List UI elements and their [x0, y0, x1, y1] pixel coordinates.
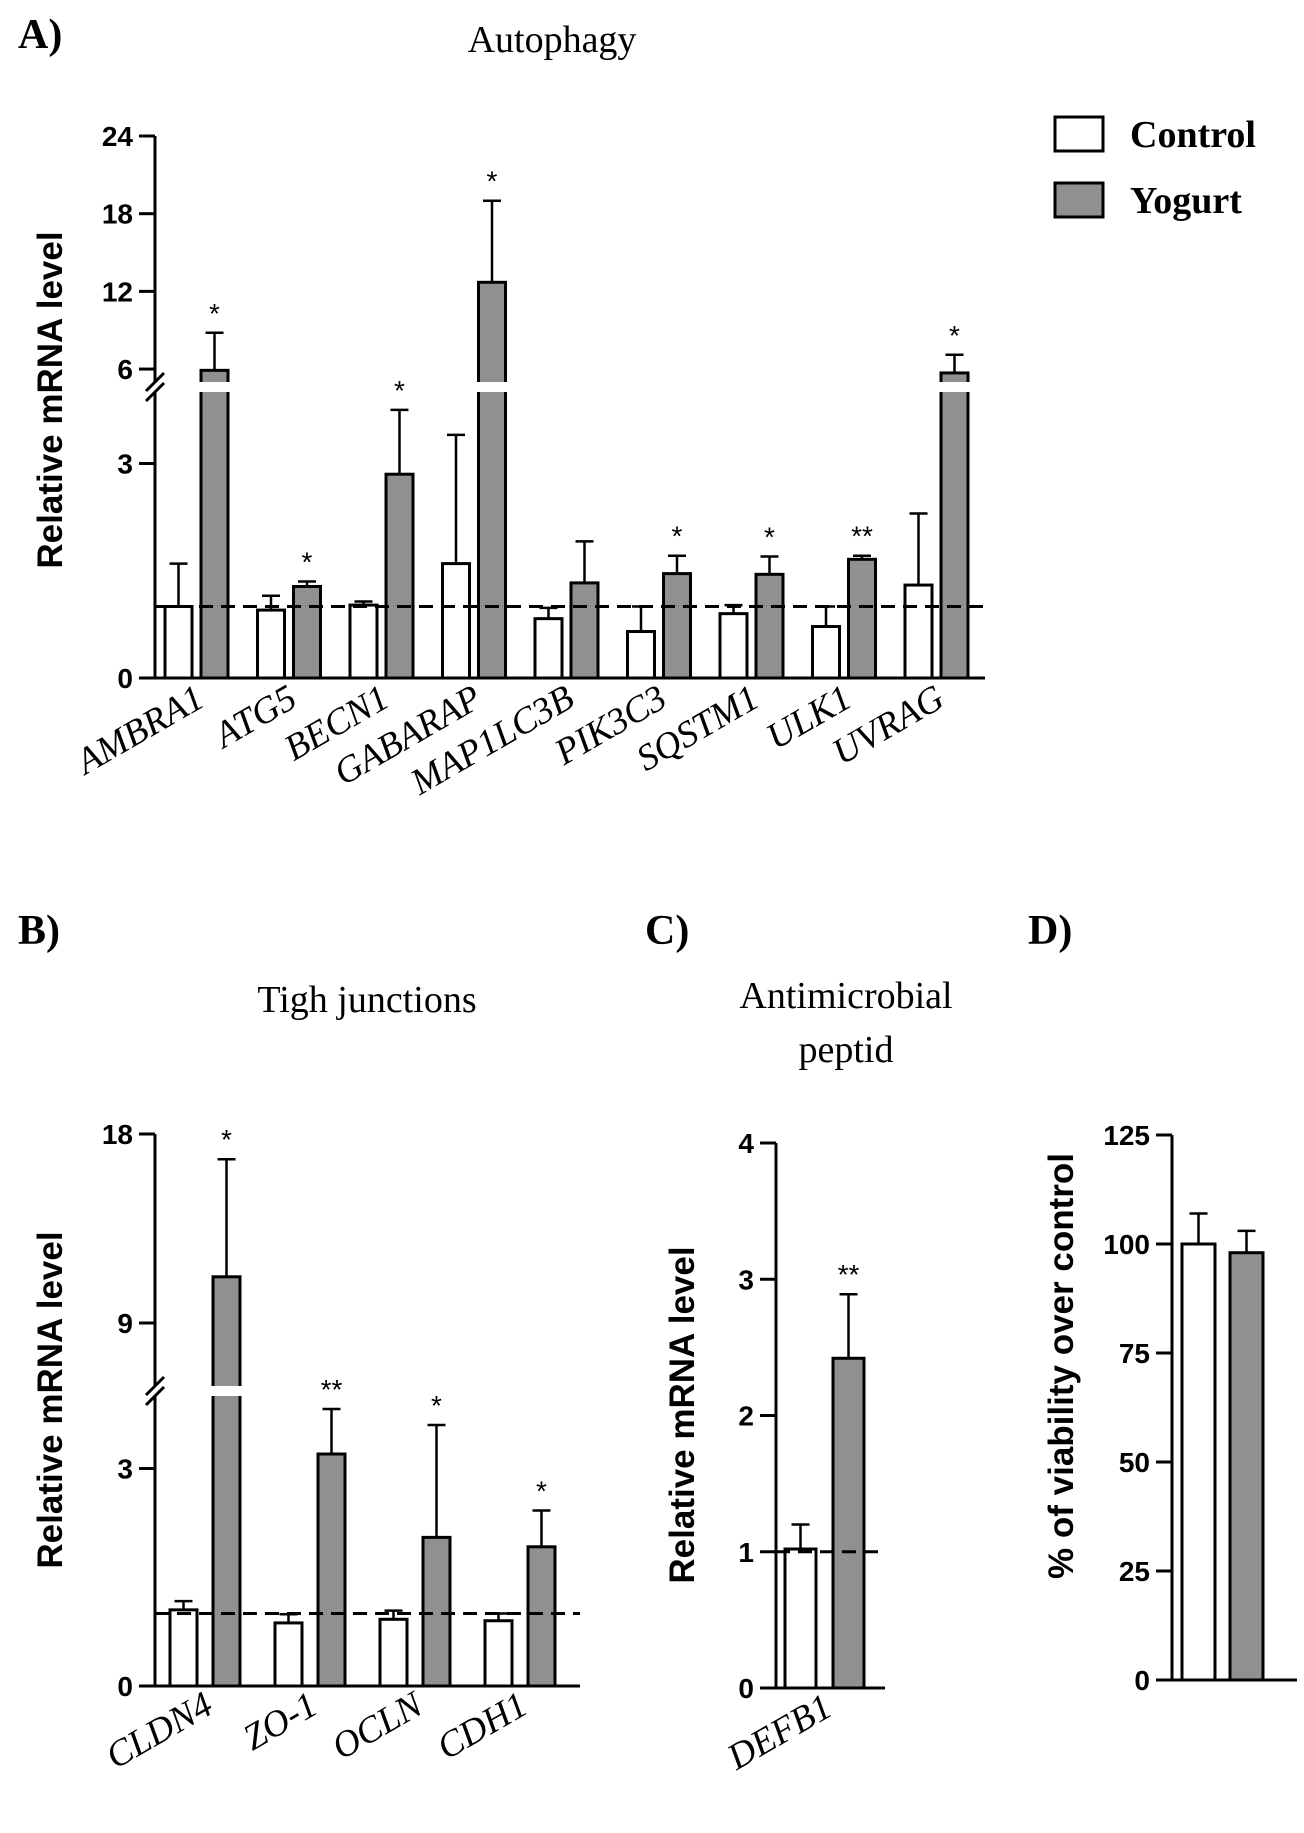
- panel-d-ytick-label: 125: [1103, 1120, 1150, 1151]
- panel-b-bar-control: [378, 1617, 409, 1688]
- panel-a-bar-control: [811, 625, 841, 680]
- legend-swatch-yogurt: [1053, 181, 1105, 219]
- panel-b-bar-control: [483, 1619, 514, 1688]
- panel-b-bar-yogurt: [316, 1452, 347, 1688]
- panel-a-bar-yogurt: [847, 557, 877, 680]
- panel-c-title-line1: Antimicrobial: [739, 975, 952, 1017]
- legend: Control Yogurt: [1053, 114, 1256, 222]
- panel-c-ytick-label: 2: [738, 1401, 754, 1432]
- panel-b-ytick-label: 0: [117, 1671, 133, 1702]
- panel-a-bar-break-gap: [938, 382, 971, 392]
- panel-a-bar-break-gap: [475, 382, 509, 392]
- panel-d-ytick-label: 75: [1119, 1338, 1150, 1369]
- panel-a-bar-yogurt: [292, 584, 322, 680]
- panel-a-title: Autophagy: [468, 19, 637, 61]
- panel-a-break-mark-lower: [144, 381, 166, 403]
- panel-a-bar-break-gap: [198, 382, 231, 392]
- panel-b-bar-yogurt: [526, 1545, 557, 1688]
- panel-d-ytick-label: 25: [1119, 1556, 1150, 1587]
- panel-b-title: Tigh junctions: [257, 979, 476, 1021]
- panel-b-bar-yogurt: [421, 1535, 452, 1688]
- panel-a-significance: *: [209, 298, 220, 329]
- panel-b-category-label: ZO-1: [236, 1684, 324, 1759]
- panel-b-break-mark-upper: [144, 1375, 166, 1397]
- panel-a-significance: *: [949, 320, 960, 351]
- panel-b-significance: *: [536, 1476, 547, 1507]
- panel-a-ytick-label: 6: [117, 354, 133, 385]
- panel-a-significance: *: [764, 521, 775, 552]
- panel-c-title-line2: peptid: [799, 1029, 894, 1071]
- legend-label-control: Control: [1130, 114, 1256, 156]
- panel-c-ytick-label: 3: [738, 1264, 754, 1295]
- panel-c-ylabel: Relative mRNA level: [663, 1246, 702, 1583]
- panel-a-category-label: AMBRA1: [67, 677, 211, 784]
- panel-a-ytick-label: 0: [117, 663, 133, 694]
- panel-a-ytick-label: 3: [117, 449, 133, 480]
- panel-d-ytick-label: 0: [1134, 1665, 1150, 1696]
- panel-c-bar-yogurt: [831, 1356, 866, 1690]
- panel-d-letter: D): [1028, 908, 1072, 954]
- panel-d-ytick-label: 50: [1119, 1447, 1150, 1478]
- panel-b-category-label: OCLN: [325, 1683, 431, 1768]
- panel-c-letter: C): [645, 908, 689, 954]
- panel-a-ylabel: Relative mRNA level: [31, 231, 70, 568]
- panel-b-category-label: CDH1: [430, 1684, 534, 1768]
- panel-a-bar-yogurt: [199, 368, 230, 680]
- panel-a-bar-yogurt: [569, 581, 600, 680]
- panel-a-bar-control: [718, 612, 749, 680]
- panel-b-significance: **: [321, 1374, 343, 1405]
- panel-b-bar-break-gap: [210, 1386, 243, 1396]
- panel-a-bar-control: [163, 605, 194, 680]
- panel-a-ytick-label: 12: [102, 276, 133, 307]
- panel-b-significance: *: [431, 1390, 442, 1421]
- panel-d-bar-yogurt: [1228, 1251, 1265, 1682]
- panel-a-ytick-label: 24: [102, 121, 134, 152]
- panel-a-plot: 036121824*AMBRA1*ATG5*BECN1*GABARAPMAP1L…: [67, 121, 985, 804]
- panel-b-ytick-label: 18: [102, 1119, 133, 1150]
- panel-a-significance: *: [394, 375, 405, 406]
- panel-a-bar-control: [903, 583, 934, 680]
- panel-d-ylabel: % of viability over control: [1042, 1153, 1081, 1579]
- panel-a-bar-yogurt: [754, 572, 785, 680]
- panel-b-break-mark-lower: [144, 1385, 166, 1407]
- panel-a-bar-control: [256, 608, 286, 680]
- panel-a-bar-control: [348, 603, 379, 680]
- panel-b-bar-control: [273, 1621, 304, 1688]
- panel-a-break-mark-upper: [144, 371, 166, 393]
- panel-c-bar-control: [783, 1547, 818, 1690]
- panel-c-ytick-label: 4: [738, 1128, 754, 1159]
- panel-c-ytick-label: 1: [738, 1537, 754, 1568]
- panel-a-bar-control: [533, 617, 564, 680]
- panel-d-plot: 0 25 50 75 100 125: [1103, 1120, 1297, 1696]
- legend-label-yogurt: Yogurt: [1130, 180, 1242, 222]
- panel-a-significance: *: [487, 166, 498, 197]
- panel-a-significance: *: [672, 521, 683, 552]
- panel-d-ytick-label: 100: [1103, 1229, 1150, 1260]
- panel-a-significance: *: [302, 546, 313, 577]
- panel-b-letter: B): [18, 908, 60, 954]
- panel-a-bar-yogurt: [939, 371, 970, 680]
- panel-b-bar-yogurt: [211, 1275, 242, 1688]
- panel-c-significance: **: [838, 1259, 860, 1290]
- panel-a-bar-control: [626, 630, 656, 680]
- panel-a-letter: A): [18, 12, 62, 58]
- panel-a-bar-control: [441, 562, 471, 680]
- panel-d-bar-control: [1180, 1242, 1217, 1682]
- panel-b-ylabel: Relative mRNA level: [31, 1231, 70, 1568]
- panel-a-bar-yogurt: [477, 280, 507, 680]
- panel-a-bar-yogurt: [384, 472, 415, 680]
- panel-a-ytick-label: 18: [102, 199, 133, 230]
- panel-a-bar-yogurt: [662, 572, 692, 680]
- panel-b-ytick-label: 3: [117, 1454, 133, 1485]
- legend-swatch-control: [1053, 115, 1105, 153]
- panel-c-ytick-label: 0: [738, 1673, 754, 1704]
- panel-a-significance: **: [851, 521, 873, 552]
- panel-b-significance: *: [221, 1124, 232, 1155]
- panel-b-bar-control: [168, 1608, 199, 1688]
- panel-b-ytick-label: 9: [117, 1308, 133, 1339]
